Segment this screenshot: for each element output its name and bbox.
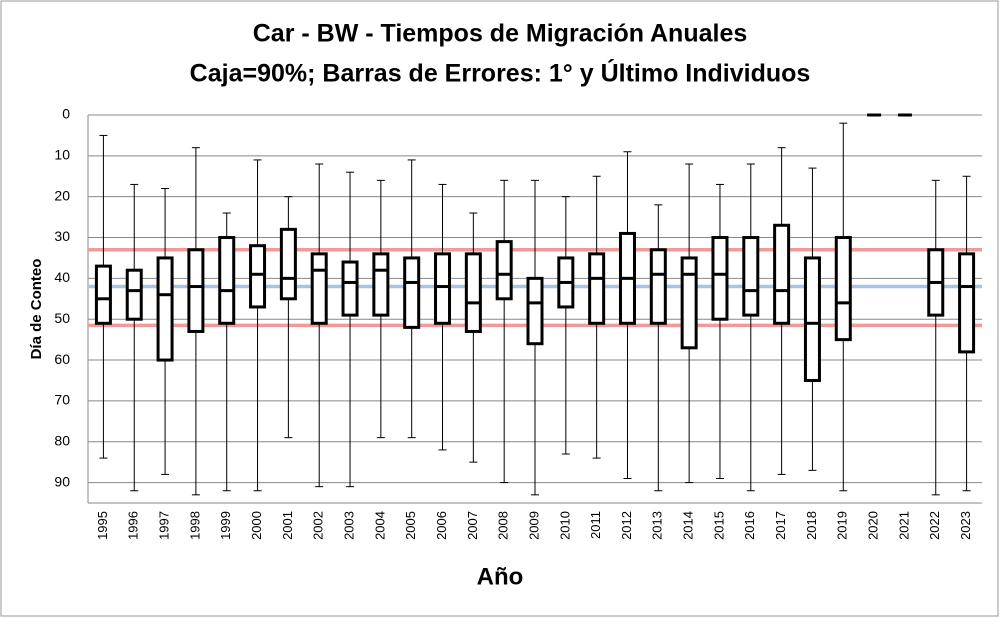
box bbox=[218, 236, 236, 325]
box bbox=[125, 268, 143, 321]
box bbox=[773, 223, 791, 325]
x-tick-label: 2012 bbox=[619, 511, 634, 540]
y-tick-label: 60 bbox=[54, 351, 70, 367]
box bbox=[526, 276, 544, 346]
x-tick-label: 2010 bbox=[557, 511, 572, 540]
box bbox=[187, 248, 205, 333]
x-tick-label: 2015 bbox=[711, 511, 726, 540]
x-tick-label: 2008 bbox=[496, 511, 511, 540]
box bbox=[94, 264, 112, 325]
box bbox=[403, 256, 421, 329]
x-tick-label: 2013 bbox=[650, 511, 665, 540]
x-tick-label: 1997 bbox=[157, 511, 172, 540]
y-tick-label: 0 bbox=[62, 106, 70, 122]
x-tick-label: 2017 bbox=[773, 511, 788, 540]
box bbox=[680, 256, 698, 350]
box bbox=[156, 256, 174, 362]
x-tick-label: 1996 bbox=[126, 511, 141, 540]
x-tick-label: 2021 bbox=[896, 511, 911, 540]
box bbox=[249, 244, 267, 309]
x-tick-label: 2009 bbox=[526, 511, 541, 540]
x-axis-label: Año bbox=[477, 563, 524, 590]
y-axis-label: Día de Conteo bbox=[28, 259, 45, 360]
box bbox=[958, 252, 976, 354]
box bbox=[341, 260, 359, 317]
box bbox=[310, 252, 328, 325]
box bbox=[279, 227, 297, 301]
box bbox=[372, 252, 390, 317]
box bbox=[803, 256, 821, 382]
box bbox=[711, 236, 729, 321]
y-tick-label: 80 bbox=[54, 432, 70, 448]
x-tick-label: 2023 bbox=[958, 511, 973, 540]
box bbox=[588, 252, 606, 325]
x-tick-label: 2006 bbox=[434, 511, 449, 540]
x-tick-label: 2014 bbox=[681, 511, 696, 540]
y-tick-label: 50 bbox=[54, 310, 70, 326]
x-tick-label: 2011 bbox=[588, 511, 603, 539]
x-tick-label: 1999 bbox=[218, 511, 233, 540]
y-tick-label: 30 bbox=[54, 228, 70, 244]
x-tick-label: 2022 bbox=[927, 511, 942, 540]
box bbox=[434, 252, 452, 325]
box bbox=[834, 236, 852, 342]
box bbox=[495, 240, 513, 301]
x-tick-label: 2005 bbox=[403, 511, 418, 540]
x-tick-label: 1995 bbox=[95, 511, 110, 540]
x-tick-label: 1998 bbox=[187, 511, 202, 540]
y-tick-label: 10 bbox=[54, 147, 70, 163]
x-tick-label: 2004 bbox=[372, 511, 387, 540]
x-tick-label: 2016 bbox=[742, 511, 757, 540]
box bbox=[742, 236, 760, 317]
y-tick-label: 40 bbox=[54, 269, 70, 285]
x-tick-label: 2018 bbox=[804, 511, 819, 540]
x-tick-label: 2000 bbox=[249, 511, 264, 540]
y-tick-label: 70 bbox=[54, 392, 70, 408]
x-tick-label: 2003 bbox=[341, 511, 356, 540]
x-tick-label: 2019 bbox=[835, 511, 850, 540]
x-tick-label: 2002 bbox=[311, 511, 326, 540]
x-tick-label: 2001 bbox=[280, 511, 295, 540]
chart-title: Car - BW - Tiempos de Migración Anuales bbox=[253, 20, 748, 48]
y-tick-label: 90 bbox=[54, 473, 70, 489]
box bbox=[464, 252, 482, 333]
chart-subtitle: Caja=90%; Barras de Errores: 1° y Último… bbox=[190, 58, 811, 88]
x-tick-label: 2020 bbox=[866, 511, 881, 540]
x-tick-label: 2007 bbox=[465, 511, 480, 540]
y-tick-label: 20 bbox=[54, 187, 70, 203]
box bbox=[649, 248, 667, 325]
